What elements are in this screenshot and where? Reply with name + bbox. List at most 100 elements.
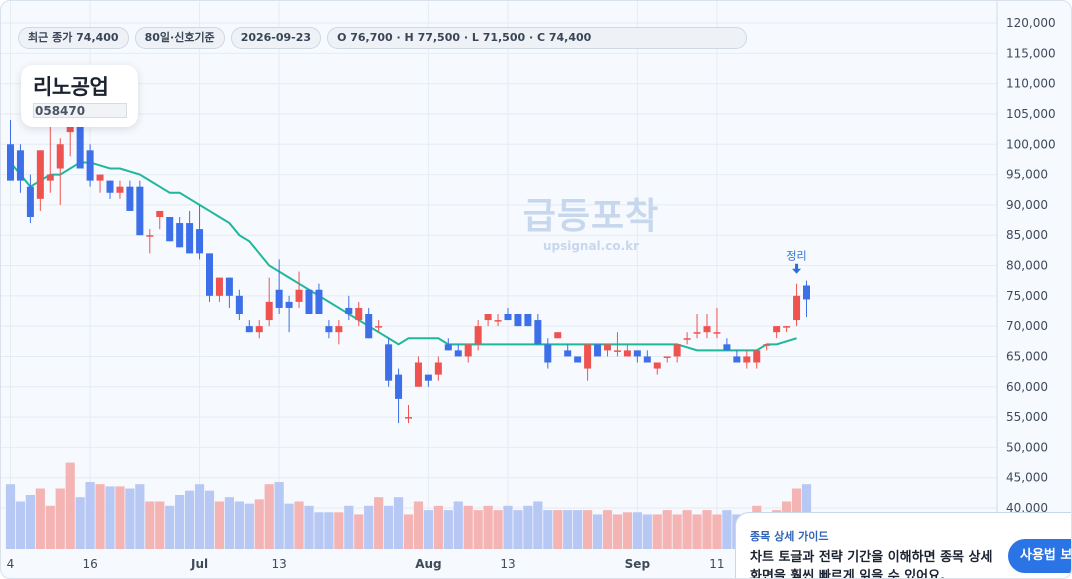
volume-bar [324,512,334,549]
volume-bar [25,495,35,549]
candle-body [554,332,562,339]
x-tick-label: Sep [625,557,651,571]
watermark-title: 급등포착 [522,196,660,237]
candle-body [584,344,592,369]
candle-body [56,144,64,169]
volume-bar [443,510,453,549]
volume-bar [573,510,583,549]
candle-body [793,295,801,321]
candle-body [166,217,174,242]
candle-body [623,350,631,357]
volume-bar [364,505,374,549]
volume-bar [523,505,533,549]
candle-body [26,186,34,217]
volume-bar [145,501,155,549]
candle-body [604,344,611,351]
volume-bar [155,501,165,549]
volume-bar [35,488,45,549]
candle-body [365,314,373,339]
candle-body [504,314,512,321]
y-tick-label: 45,000 [1006,471,1048,485]
candle-body [574,356,582,363]
volume-bar [642,514,652,549]
candle-body [285,301,293,308]
volume-bar [105,486,115,549]
candle-body [7,144,14,181]
candle-body [763,344,771,346]
candle-body [126,186,134,211]
volume-bar [473,510,483,549]
guide-button[interactable]: 사용법 보기 [1008,539,1071,573]
volume-bar [45,505,55,549]
candle-body [723,344,731,351]
volume-bar [224,497,234,549]
y-tick-label: 100,000 [1006,137,1056,151]
candle-body [275,289,283,308]
volume-bar [662,510,672,549]
guide-body: 차트 토글과 전략 기간을 이해하면 종목 상세 화면을 훨씬 빠르게 읽을 수… [750,550,993,579]
volume-bar [65,462,75,549]
volume-bar [384,505,394,549]
candle-body [375,326,383,328]
latest-close-pill: 최근 종가 74,400 [18,27,129,49]
volume-bar [15,501,26,549]
candle-body [255,326,263,333]
volume-bar [493,510,503,549]
volume-bar [722,510,732,549]
y-tick-label: 105,000 [1006,107,1056,121]
volume-bar [194,484,205,549]
candle-body [454,350,462,357]
candle-body [215,277,223,296]
candle-body [773,326,781,333]
volume-bar [274,482,284,549]
candle-body [345,307,353,314]
candle-body [414,362,422,387]
candle-body [96,174,104,181]
x-tick-label: Aug [415,557,441,571]
volume-bar [622,512,632,549]
volume-bar [632,512,642,549]
volume-bar [374,497,384,549]
candle-body [663,356,671,358]
guide-title: 종목 상세 가이드 [750,530,829,543]
stock-name: 리노공업 [33,75,109,99]
y-tick-label: 50,000 [1006,440,1048,454]
x-tick-label: 11 [709,557,724,571]
volume-bar [393,497,404,549]
volume-bar [712,514,722,549]
ma-line [9,161,797,352]
candle-body [405,417,412,419]
volume-bar [354,514,364,549]
candle-body [753,350,761,363]
candle-body [335,326,343,333]
x-tick-label: 13 [500,557,515,571]
volume-bar [304,505,314,549]
volume-bar [55,488,65,549]
candle-body [544,344,552,363]
y-tick-label: 40,000 [1006,501,1048,515]
candle-body [176,223,184,248]
volume-bar [284,503,294,549]
candle-body [633,350,641,357]
candle-body [514,314,522,327]
signal-label: 정리 [786,250,806,263]
candle-body [106,180,114,193]
date-pill: 2026-09-23 [230,27,322,49]
candle-body [196,229,204,254]
signal-arrow-icon [792,263,802,274]
candle-body [474,326,482,345]
candle-body [703,326,711,333]
candle-body [803,285,810,300]
y-tick-label: 120,000 [1006,16,1056,30]
volume-bar [672,514,682,549]
y-tick-label: 60,000 [1006,380,1048,394]
candle-body [235,295,243,314]
volume-bar [204,490,215,549]
candle-body [395,374,403,399]
ohlc-pill: O 76,700 · H 77,500 · L 71,500 · C 74,40… [327,27,748,49]
y-tick-label: 75,000 [1006,289,1048,303]
volume-bar [543,510,553,549]
volume-bar [85,482,95,549]
volume-bar [264,484,274,549]
